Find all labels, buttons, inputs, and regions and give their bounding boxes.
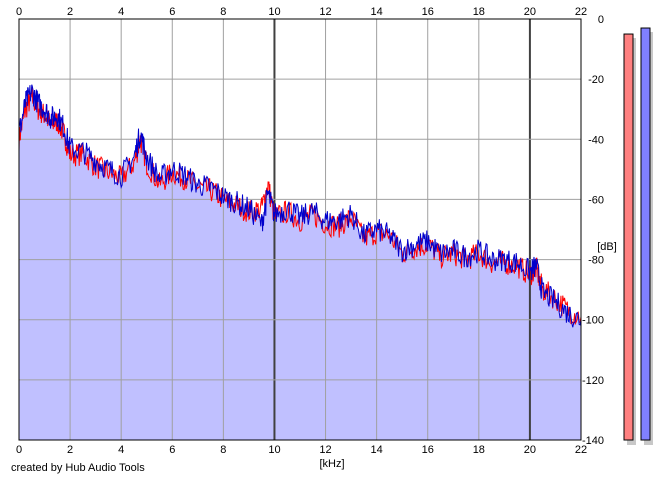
spectrum-line-1 (18, 84, 582, 328)
x-tick-label: 16 (422, 444, 434, 456)
x-tick-label: 2 (67, 6, 73, 18)
y-tick-label: -100 (582, 315, 604, 327)
x-tick-labels-bottom: 0 2 4 6 8 10 12 14 16 18 20 22 (16, 444, 587, 456)
y-axis-label: [dB] (597, 241, 617, 253)
x-tick-label: 12 (319, 444, 331, 456)
x-tick-label: 12 (319, 6, 331, 18)
x-tick-label: 18 (473, 444, 485, 456)
x-tick-label: 6 (169, 444, 175, 456)
x-tick-label: 8 (220, 444, 226, 456)
x-tick-label: 4 (118, 444, 124, 456)
y-tick-label: 0 (598, 14, 604, 26)
x-tick-label: 16 (422, 6, 434, 18)
x-tick-label: 22 (575, 6, 587, 18)
level-meters (623, 27, 653, 446)
x-tick-label: 0 (16, 444, 22, 456)
level-meter-l (623, 33, 634, 441)
y-tick-label: -80 (588, 255, 604, 267)
y-tick-label: -40 (588, 134, 604, 146)
x-tick-label: 0 (16, 6, 22, 18)
x-tick-label: 20 (524, 6, 536, 18)
x-tick-label: 22 (575, 444, 587, 456)
series-layer (18, 84, 582, 328)
x-tick-label: 10 (268, 6, 280, 18)
grid-layer (18, 18, 582, 441)
x-tick-label: 4 (118, 6, 124, 18)
credit-text: created by Hub Audio Tools (11, 462, 145, 474)
x-tick-label: 6 (169, 6, 175, 18)
y-tick-label: -120 (582, 375, 604, 387)
y-tick-label: -20 (588, 74, 604, 86)
y-tick-labels: 0 -20 -40 -60 -80 -100 -120 -140 (582, 14, 604, 447)
x-tick-label: 14 (371, 444, 383, 456)
level-meter-r (640, 27, 651, 441)
x-tick-label: 10 (268, 444, 280, 456)
x-axis-label: [kHz] (319, 458, 344, 470)
y-tick-label: -60 (588, 194, 604, 206)
y-tick-label: -140 (582, 435, 604, 447)
plot-frame (18, 18, 582, 441)
x-tick-label: 8 (220, 6, 226, 18)
spectrum-area-fill (19, 84, 581, 441)
spectrum-fill-layer (19, 84, 581, 441)
x-tick-label: 18 (473, 6, 485, 18)
x-tick-label: 14 (371, 6, 383, 18)
x-tick-label: 2 (67, 444, 73, 456)
x-tick-label: 20 (524, 444, 536, 456)
x-tick-labels-top: 0 2 4 6 8 10 12 14 16 18 20 22 (16, 6, 587, 18)
